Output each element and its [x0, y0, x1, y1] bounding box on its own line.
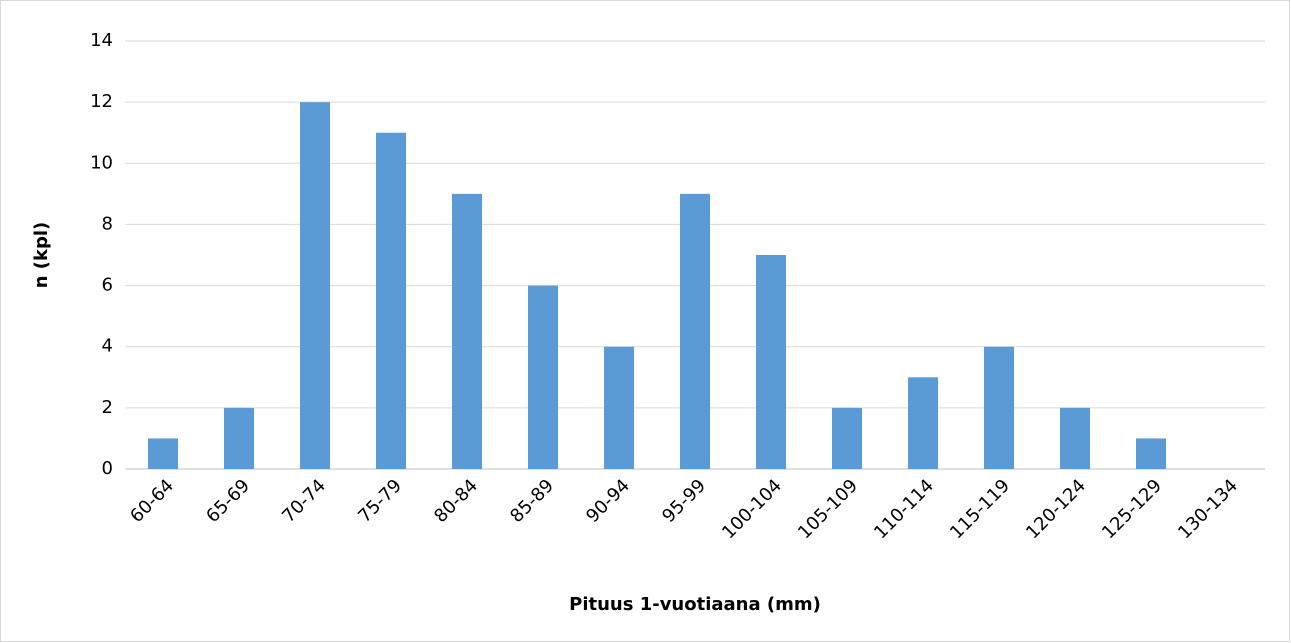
bar [452, 193, 482, 469]
bar [832, 407, 862, 469]
bar [680, 193, 710, 469]
bar [376, 132, 406, 469]
bar [756, 255, 786, 469]
bar [148, 438, 178, 469]
y-axis-title: n (kpl) [31, 222, 52, 289]
bar [224, 407, 254, 469]
y-tick-label: 0 [102, 458, 113, 479]
y-tick-label: 14 [90, 30, 113, 51]
y-tick-label: 6 [102, 275, 113, 296]
bar [908, 377, 938, 469]
y-tick-label: 10 [90, 152, 113, 173]
bar [528, 285, 558, 469]
x-axis-title: Pituus 1-vuotiaana (mm) [569, 594, 821, 615]
y-tick-label: 4 [102, 336, 113, 357]
bar [984, 346, 1014, 469]
bar [300, 102, 330, 470]
y-tick-label: 2 [102, 397, 113, 418]
y-tick-label: 12 [90, 91, 113, 112]
bar [1060, 407, 1090, 469]
y-tick-label: 8 [102, 213, 113, 234]
bar [604, 346, 634, 469]
bar [1136, 438, 1166, 469]
